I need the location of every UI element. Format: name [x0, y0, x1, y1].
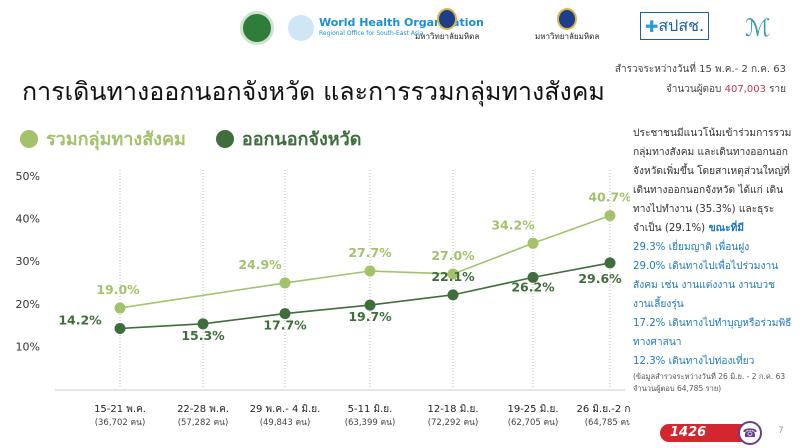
phone-icon: ☎	[738, 421, 762, 445]
survey-info: สำรวจระหว่างวันที่ 15 พ.ค.- 2 ก.ค. 63 จำ…	[615, 60, 786, 100]
data-label: 19.0%	[96, 282, 140, 297]
x-tick-count: (64,785 คน)	[585, 418, 630, 428]
legend-social-marker	[20, 129, 38, 148]
data-point	[114, 323, 126, 335]
y-tick-label: 40%	[16, 213, 40, 226]
y-tick-label: 20%	[16, 298, 40, 311]
data-label: 29.6%	[578, 271, 622, 286]
data-point	[364, 265, 376, 277]
agency-logo: ℳ	[745, 14, 771, 42]
reason-item: 29.3% เยี่ยมญาติ เพื่อนฝูง	[633, 242, 750, 253]
x-tick-label: 12-18 มิ.ย.	[427, 404, 478, 415]
x-tick-count: (63,399 คน)	[345, 418, 396, 428]
legend-travel-label: ออกนอกจังหวัด	[241, 129, 362, 150]
legend-social-label: รวมกลุ่มทางสังคม	[46, 129, 186, 150]
moph-logo	[240, 8, 274, 48]
data-label: 22.1%	[431, 269, 475, 284]
page-title: การเดินทางออกนอกจังหวัด และการรวมกลุ่มทา…	[22, 77, 605, 106]
x-tick-count: (49,843 คน)	[260, 418, 311, 428]
data-point	[279, 308, 291, 320]
data-point	[364, 299, 376, 311]
y-tick-label: 10%	[16, 340, 40, 353]
x-tick-label: 22-28 พ.ค.	[177, 404, 229, 415]
who-logo: World Health Organization Regional Office…	[288, 8, 484, 48]
page-number: 7	[778, 426, 784, 436]
data-label: 24.9%	[238, 257, 282, 272]
x-tick-label: 15-21 พ.ค.	[94, 404, 146, 415]
data-label: 27.0%	[431, 248, 475, 263]
reason-item: 17.2% เดินทางไปทำบุญหรือร่วมพิธีทางศาสนา	[633, 318, 792, 348]
data-label: 19.7%	[348, 309, 392, 324]
data-point	[604, 257, 616, 269]
respondents-label: จำนวนผู้ตอบ	[665, 84, 722, 95]
data-label: 26.2%	[511, 279, 555, 294]
data-point	[447, 289, 459, 301]
survey-note: (ข้อมูลสำรวจระหว่างวันที่ 26 มิ.ย. - 2 ก…	[633, 372, 786, 393]
summary-text: ประชาชนมีแนวโน้มเข้าร่วมการรวมกลุ่มทางสั…	[633, 128, 792, 234]
partner-logos: World Health Organization Regional Office…	[240, 8, 800, 48]
legend-travel: ออกนอกจังหวัด	[215, 124, 362, 153]
series-line-0	[119, 214, 611, 309]
data-label: 27.7%	[348, 245, 392, 260]
hotline-badge: 1426	[660, 424, 758, 442]
mahidol-logo-2: มหาวิทยาลัยมหิดล	[535, 8, 599, 48]
summary-panel: ประชาชนมีแนวโน้มเข้าร่วมการรวมกลุ่มทางสั…	[633, 124, 795, 395]
mahidol-logo-1: มหาวิทยาลัยมหิดล	[415, 8, 479, 48]
data-point	[527, 237, 539, 249]
data-point	[279, 277, 291, 289]
data-label: 17.7%	[263, 318, 307, 333]
line-chart: 10% 20% 30% 40% 50% 15-21 พ.ค. (36,702 คน) 22-2…	[16, 170, 630, 428]
y-tick-label: 50%	[16, 170, 40, 183]
respondents-value: 407,003	[724, 84, 766, 95]
reason-item: 12.3% เดินทางไปท่องเที่ยว	[633, 356, 755, 367]
data-point	[527, 271, 539, 283]
data-point	[447, 268, 459, 280]
x-tick-count: (36,702 คน)	[95, 418, 146, 428]
x-tick-label: 5-11 มิ.ย.	[348, 404, 393, 415]
x-tick-count: (57,282 คน)	[178, 418, 229, 428]
legend-travel-marker	[215, 129, 234, 148]
y-tick-label: 30%	[16, 255, 40, 268]
x-tick-label: 26 มิ.ย.-2 ก.ค.	[577, 404, 630, 415]
x-tick-label: 29 พ.ค.- 4 มิ.ย.	[250, 404, 321, 415]
data-point	[114, 302, 126, 314]
summary-while: ขณะที่มี	[705, 223, 745, 234]
data-label: 40.7%	[588, 190, 630, 205]
survey-period: สำรวจระหว่างวันที่ 15 พ.ค.- 2 ก.ค. 63	[614, 64, 786, 75]
data-label: 15.3%	[181, 328, 225, 343]
chart-legend: รวมกลุ่มทางสังคม ออกนอกจังหวัด	[20, 124, 361, 153]
data-point	[604, 210, 616, 222]
reason-item: 29.0% เดินทางไปเพื่อไปร่วมงานสังคม เช่น …	[633, 261, 779, 310]
x-tick-label: 19-25 มิ.ย.	[507, 404, 558, 415]
nhso-logo: ✚ สปสช.	[640, 12, 710, 40]
data-label: 14.2%	[58, 313, 102, 328]
respondents-unit: ราย	[769, 84, 786, 95]
data-label: 34.2%	[491, 217, 535, 232]
x-tick-count: (62,705 คน)	[508, 418, 559, 428]
legend-social: รวมกลุ่มทางสังคม	[20, 124, 186, 153]
data-point	[197, 318, 209, 330]
x-tick-count: (72,292 คน)	[428, 418, 479, 428]
